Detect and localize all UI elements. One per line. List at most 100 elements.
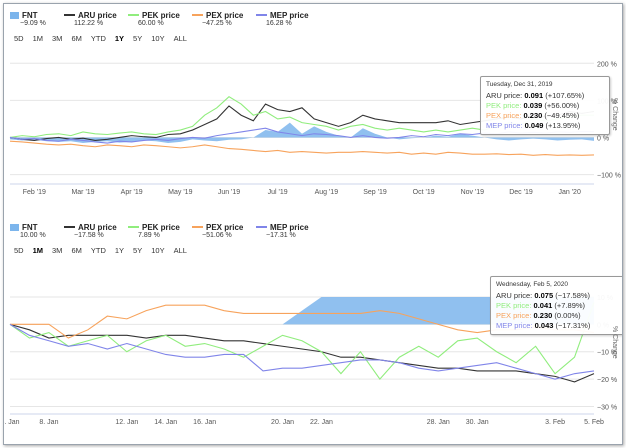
legend-value: −51.06 % — [202, 232, 232, 239]
legend-value: −47.25 % — [202, 20, 232, 27]
tooltip-label: PEK price: — [486, 101, 522, 110]
legend-name: PEK price — [142, 10, 180, 20]
chart-panel-1m: FNT 10.00 % ARU price −17.58 % PEK price 7.89… — [4, 216, 622, 444]
screenshot-frame: FNT −9.09 % ARU price 112.22 % PEK price 60.0… — [3, 3, 623, 445]
legend-name: FNT — [22, 10, 38, 20]
legend-item-aru-price[interactable]: ARU price 112.22 % — [64, 10, 124, 29]
range-button-3m[interactable]: 3M — [52, 34, 63, 43]
range-selector-2: 5D 1M 3M 6M YTD 1Y 5Y 10Y ALL — [14, 246, 196, 255]
tooltip-change: (−49.45%) — [544, 111, 580, 120]
x-tick-label: 8. Jan — [39, 419, 58, 426]
legend-item-aru-price[interactable]: ARU price −17.58 % — [64, 222, 124, 241]
x-tick-label: Jan '20 — [558, 189, 580, 196]
legend-item-fnt[interactable]: FNT −9.09 % — [10, 10, 60, 29]
tooltip-label: ARU price: — [486, 91, 523, 100]
tooltip-value: 0.049 — [524, 121, 544, 130]
range-button-3m[interactable]: 3M — [52, 246, 63, 255]
range-button-5y[interactable]: 5Y — [133, 246, 143, 255]
tooltip-value: 0.230 — [523, 111, 543, 120]
tooltip-change: (−17.58%) — [555, 291, 591, 300]
series-line-pex-price — [9, 140, 595, 156]
tooltip-value: 0.041 — [533, 301, 553, 310]
range-button-5d[interactable]: 5D — [14, 34, 24, 43]
tooltip-row: PEX price: 0.230 (0.00%) — [496, 311, 618, 321]
range-button-10y[interactable]: 10Y — [151, 34, 165, 43]
tooltip-row: PEK price: 0.041 (+7.89%) — [496, 301, 618, 311]
range-button-all[interactable]: ALL — [173, 34, 187, 43]
range-button-ytd[interactable]: YTD — [90, 246, 106, 255]
x-tick-label: 3. Feb — [545, 419, 565, 426]
range-button-10y[interactable]: 10Y — [151, 246, 165, 255]
range-button-6m[interactable]: 6M — [71, 246, 82, 255]
tooltip-label: PEX price: — [496, 311, 532, 320]
tooltip-label: MEP price: — [486, 121, 523, 130]
tooltip-label: PEK price: — [496, 301, 532, 310]
range-button-ytd[interactable]: YTD — [90, 34, 106, 43]
tooltip-row: ARU price: 0.091 (+107.65%) — [486, 91, 604, 101]
legend-item-fnt[interactable]: FNT 10.00 % — [10, 222, 60, 241]
y-axis-label-1: % Change — [611, 98, 618, 131]
y-tick-label: −30 % — [597, 405, 617, 412]
legend-item-pex-price[interactable]: PEX price −47.25 % — [192, 10, 252, 29]
tooltip-value: 0.043 — [534, 321, 554, 330]
legend-name: PEK price — [142, 222, 180, 232]
legend-name: ARU price — [78, 10, 117, 20]
legend-value: −17.31 % — [266, 232, 296, 239]
legend-value: 10.00 % — [20, 232, 46, 239]
legend-item-pex-price[interactable]: PEX price −51.06 % — [192, 222, 252, 241]
legend-item-pek-price[interactable]: PEK price 7.89 % — [128, 222, 188, 241]
legend-name: PEX price — [206, 10, 244, 20]
x-tick-label: Apr '19 — [121, 189, 143, 196]
tooltip-2: Wednesday, Feb 5, 2020 ARU price: 0.075 … — [490, 276, 622, 335]
x-tick-label: 22. Jan — [310, 419, 333, 426]
range-button-1y[interactable]: 1Y — [114, 246, 125, 255]
range-button-all[interactable]: ALL — [173, 246, 187, 255]
legend-name: MEP price — [270, 10, 309, 20]
tooltip-date: Tuesday, Dec 31, 2019 — [486, 81, 553, 88]
x-tick-label: 30. Jan — [466, 419, 489, 426]
legend-item-mep-price[interactable]: MEP price 16.28 % — [256, 10, 316, 29]
tooltip-change: (+56.00%) — [544, 101, 580, 110]
legend-swatch — [256, 14, 267, 16]
legend-item-mep-price[interactable]: MEP price −17.31 % — [256, 222, 316, 241]
tooltip-change: (0.00%) — [554, 311, 581, 320]
x-tick-label: Dec '19 — [509, 189, 533, 196]
x-tick-label: Oct '19 — [413, 189, 435, 196]
legend-swatch — [10, 223, 19, 231]
range-button-1y[interactable]: 1Y — [114, 34, 125, 43]
series-line-pek-price — [9, 302, 595, 381]
legend-value: 112.22 % — [74, 20, 104, 27]
range-button-5d[interactable]: 5D — [14, 246, 24, 255]
range-button-1m[interactable]: 1M — [32, 246, 44, 255]
x-tick-label: 28. Jan — [427, 419, 450, 426]
x-tick-label: 14. Jan — [154, 419, 177, 426]
legend-swatch — [64, 226, 75, 228]
range-button-5y[interactable]: 5Y — [133, 34, 143, 43]
tooltip-row: PEK price: 0.039 (+56.00%) — [486, 101, 604, 111]
legend-name: PEX price — [206, 222, 244, 232]
x-tick-label: 12. Jan — [115, 419, 138, 426]
tooltip-label: PEX price: — [486, 111, 522, 120]
y-tick-label: −20 % — [597, 377, 617, 384]
tooltip-change: (+107.65%) — [545, 91, 585, 100]
tooltip-value: 0.039 — [523, 101, 543, 110]
x-tick-label: 6. Jan — [3, 419, 20, 426]
tooltip-value: 0.091 — [524, 91, 544, 100]
range-button-1m[interactable]: 1M — [32, 34, 44, 43]
range-button-6m[interactable]: 6M — [71, 34, 82, 43]
y-axis-label-2: % Change — [611, 326, 618, 359]
legend-swatch — [192, 226, 203, 228]
legend-name: FNT — [22, 222, 38, 232]
x-tick-label: Nov '19 — [461, 189, 485, 196]
x-tick-label: Jul '19 — [268, 189, 288, 196]
x-tick-label: 5. Feb — [584, 419, 604, 426]
legend-swatch — [256, 226, 267, 228]
x-tick-label: Aug '19 — [315, 189, 339, 196]
tooltip-value: 0.230 — [533, 311, 553, 320]
x-tick-label: 16. Jan — [193, 419, 216, 426]
legend-item-pek-price[interactable]: PEK price 60.00 % — [128, 10, 188, 29]
x-tick-label: Sep '19 — [363, 189, 387, 196]
y-tick-label: 200 % — [597, 61, 617, 68]
tooltip-value: 0.075 — [534, 291, 554, 300]
tooltip-label: MEP price: — [496, 321, 533, 330]
